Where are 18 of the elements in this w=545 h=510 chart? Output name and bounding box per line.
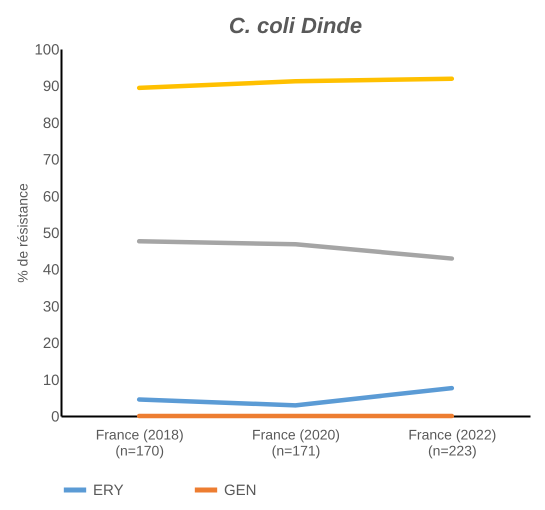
y-tick-label: 90: [42, 78, 60, 96]
y-tick-label: 70: [42, 152, 60, 169]
y-axis-title: % de résistance: [14, 182, 30, 283]
x-tick-label: France (2022) (n=223): [408, 426, 496, 458]
y-tick-label: 60: [42, 188, 60, 206]
legend-label: GEN: [224, 482, 257, 499]
legend-label: ERY: [93, 482, 124, 499]
y-tick-label: 0: [51, 408, 60, 426]
y-tick-label: 10: [42, 372, 60, 389]
x-tick-label: France (2020) (n=171): [252, 426, 340, 458]
y-tick-label: 20: [42, 335, 60, 352]
chart-title: C. coli Dinde: [228, 13, 362, 38]
y-tick-label: 80: [42, 114, 60, 132]
y-tick-label: 100: [34, 42, 60, 58]
y-tick-label: 50: [42, 225, 60, 242]
x-tick-label: France (2018) (n=170): [96, 426, 184, 458]
y-tick-label: 40: [42, 262, 60, 279]
y-tick-label: 30: [42, 298, 60, 316]
